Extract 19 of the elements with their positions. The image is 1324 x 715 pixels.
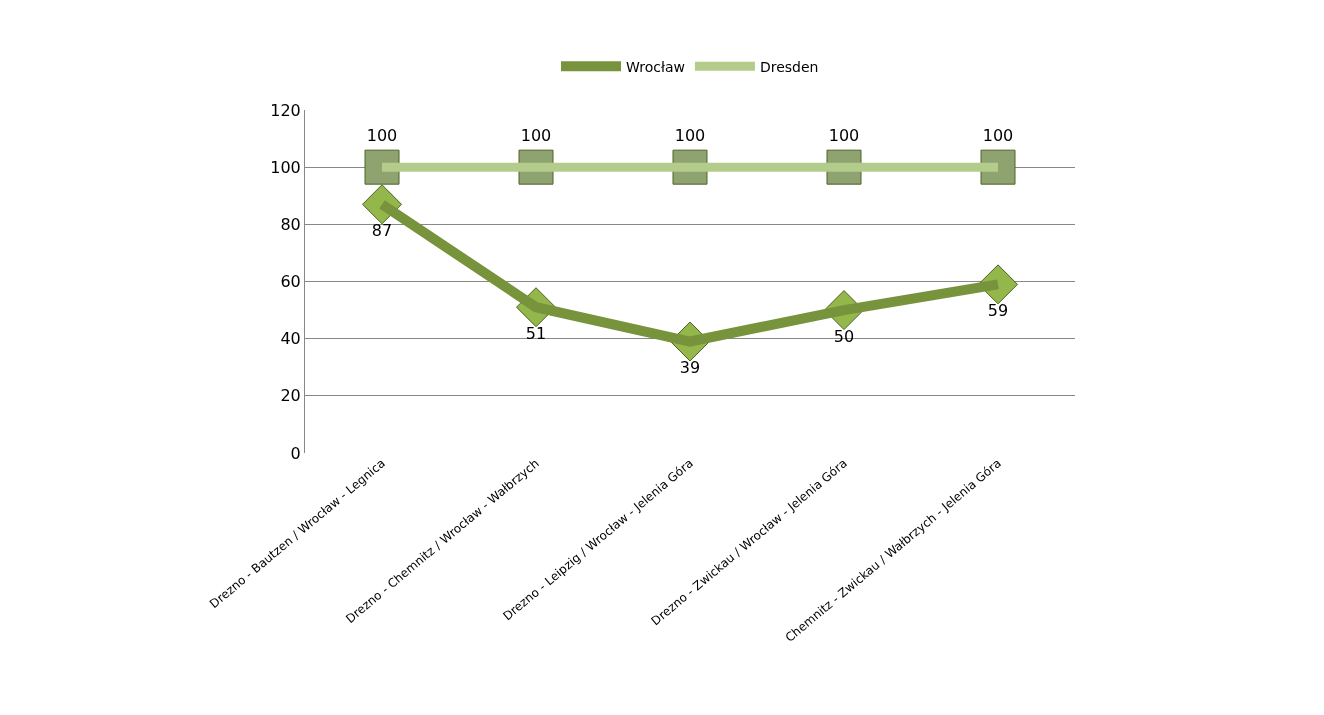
data-label: 39 [679, 358, 701, 378]
y-tick-label: 40 [280, 329, 301, 349]
data-label: 100 [366, 125, 398, 145]
data-label: 100 [674, 125, 706, 145]
data-label: 87 [371, 221, 393, 241]
y-tick-label: 0 [290, 443, 301, 463]
y-tick-label: 80 [280, 214, 301, 234]
y-tick-label: 100 [270, 157, 301, 177]
legend-label: Wrocław [626, 58, 685, 75]
data-label: 50 [833, 326, 855, 346]
data-label: 100 [982, 125, 1014, 145]
data-label: 51 [525, 323, 547, 343]
y-tick-label: 20 [280, 386, 301, 406]
data-label: 100 [828, 125, 860, 145]
y-tick-label: 120 [270, 100, 301, 120]
data-label: 59 [987, 301, 1009, 321]
y-tick-label: 60 [280, 272, 301, 292]
data-label: 100 [520, 125, 552, 145]
legend-label: Dresden [759, 58, 819, 75]
